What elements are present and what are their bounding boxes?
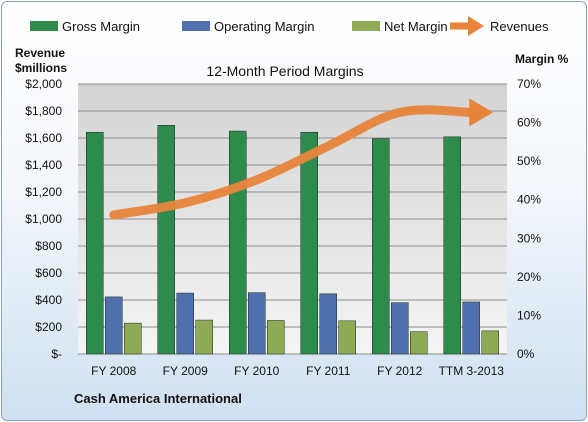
legend-label-gross-margin: Gross Margin [62,19,140,34]
legend-swatch-gross-margin [30,21,58,31]
gross-margin-bar [157,125,175,355]
left-axis-tick-label: $1,800 [25,104,62,118]
left-axis-tick-label: $1,200 [25,185,62,199]
right-axis-label: Margin % [515,52,569,66]
gross-margin-bar [86,131,104,355]
x-axis-tick-label: FY 2008 [91,364,136,378]
x-axis-tick-label: FY 2011 [306,364,351,378]
legend-label-net-margin: Net Margin [384,19,448,34]
net-margin-bar [410,331,428,355]
right-axis-tick-label: 40% [517,193,541,207]
right-axis-tick-label: 30% [517,231,541,245]
net-margin-bar [267,320,285,355]
x-axis-tick-label: TTM 3-2013 [439,364,505,378]
net-margin-bar [124,322,142,355]
right-axis-tick-label: 70% [517,77,541,91]
operating-margin-bar [319,293,337,355]
operating-margin-bar [462,301,480,355]
left-axis-tick-label: $- [51,347,62,361]
left-axis-tick-label: $400 [35,293,62,307]
left-axis-label-line1: Revenue [15,46,65,60]
chart-title: 12-Month Period Margins [206,63,363,79]
right-axis-tick-label: 50% [517,154,541,168]
operating-margin-bar [105,296,123,355]
net-margin-bar [338,320,356,355]
legend-swatch-operating-margin [182,21,210,31]
gross-margin-bar [443,136,461,355]
right-axis-tick-label: 60% [517,116,541,130]
revenues-arrowhead [469,98,494,127]
left-axis-tick-label: $2,000 [25,77,62,91]
net-margin-bar [195,319,213,355]
left-axis-tick-label: $600 [35,266,62,280]
left-axis-tick-label: $1,400 [25,158,62,172]
legend-swatch-net-margin [352,21,380,31]
gross-margin-bar [372,138,390,355]
left-axis-tick-label: $1,600 [25,131,62,145]
net-margin-bar [481,330,499,355]
right-axis-tick-label: 0% [517,347,535,361]
operating-margin-bar [391,302,409,355]
revenues-line [109,105,476,220]
operating-margin-bar [248,292,266,355]
right-axis-tick-label: 20% [517,270,541,284]
left-axis-tick-label: $800 [35,239,62,253]
legend-arrow-revenues [468,16,484,36]
x-axis-tick-label: FY 2012 [377,364,422,378]
x-axis-tick-label: FY 2009 [163,364,208,378]
left-axis-tick-label: $200 [35,320,62,334]
company-name: Cash America International [74,391,242,406]
legend-label-operating-margin: Operating Margin [214,19,314,34]
left-axis-label-line2: $millions [15,61,67,75]
legend-label-revenues: Revenues [490,19,549,34]
operating-margin-bar [176,292,194,355]
left-axis-tick-label: $1,000 [25,212,62,226]
gross-margin-bar [229,130,247,355]
x-axis-tick-label: FY 2010 [234,364,279,378]
right-axis-tick-label: 10% [517,308,541,322]
gross-margin-bar [300,131,318,355]
